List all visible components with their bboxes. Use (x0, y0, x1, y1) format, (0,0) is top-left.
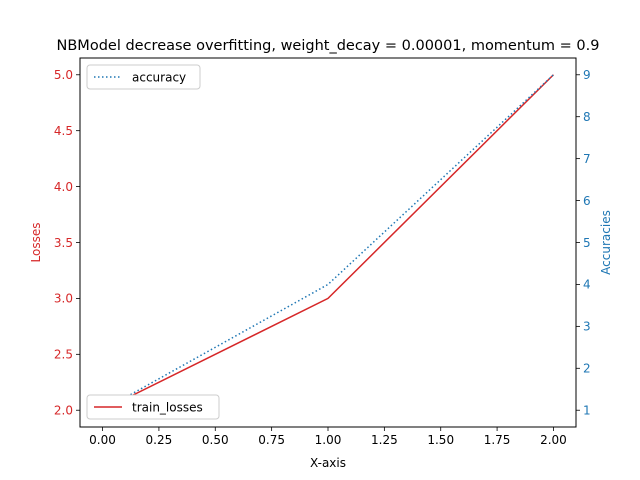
y-left-tick-label: 2.5 (54, 348, 73, 362)
x-tick-label: 0.75 (258, 433, 285, 447)
y-right-tick-label: 4 (583, 278, 591, 292)
y-left-tick-label: 5.0 (54, 68, 73, 82)
x-tick-label: 1.00 (315, 433, 342, 447)
x-axis-label: X-axis (310, 456, 346, 470)
y-right-tick-label: 7 (583, 152, 591, 166)
legend-accuracy-label: accuracy (132, 71, 186, 85)
y-right-tick-label: 1 (583, 404, 591, 418)
series-layer (102, 74, 554, 411)
y-axis-right: 1 2 3 4 5 6 7 8 9 (576, 68, 591, 418)
x-tick-label: 0.25 (146, 433, 173, 447)
y-axis-left-label: Losses (29, 223, 43, 263)
legend-accuracy: accuracy (86, 64, 201, 90)
y-left-tick-label: 2.0 (54, 404, 73, 418)
x-tick-label: 0.50 (202, 433, 229, 447)
y-right-tick-label: 5 (583, 236, 591, 250)
plot-frame (79, 57, 577, 428)
series-line-accuracy (102, 74, 554, 411)
legend-train-losses: train_losses (86, 394, 220, 420)
x-tick-label: 1.25 (371, 433, 398, 447)
y-right-tick-label: 9 (583, 68, 591, 82)
series-line-train-losses (102, 74, 554, 411)
legend-train-losses-box (86, 394, 220, 420)
y-left-tick-label: 3.5 (54, 236, 73, 250)
legend-train-losses-label: train_losses (132, 401, 203, 415)
x-tick-label: 2.00 (540, 433, 567, 447)
x-tick-label: 1.75 (484, 433, 511, 447)
y-axis-right-label: Accuracies (599, 210, 613, 275)
y-left-tick-label: 4.5 (54, 124, 73, 138)
y-axis-left: 2.0 2.5 3.0 3.5 4.0 4.5 5.0 (54, 68, 80, 418)
y-right-tick-label: 6 (583, 194, 591, 208)
chart-title: NBModel decrease overfitting, weight_dec… (57, 38, 600, 54)
y-left-tick-label: 4.0 (54, 180, 73, 194)
x-tick-label: 0.00 (89, 433, 116, 447)
y-right-tick-label: 8 (583, 110, 591, 124)
x-axis: 0.00 0.25 0.50 0.75 1.00 1.25 1.50 1.75 2.00 (89, 427, 567, 447)
y-right-tick-label: 3 (583, 320, 591, 334)
y-left-tick-label: 3.0 (54, 292, 73, 306)
x-tick-label: 1.50 (427, 433, 454, 447)
legend-accuracy-box (86, 64, 201, 90)
y-right-tick-label: 2 (583, 362, 591, 376)
